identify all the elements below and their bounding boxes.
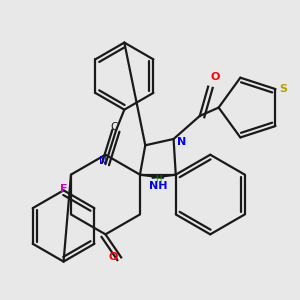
Text: O: O: [108, 252, 118, 262]
Text: F: F: [60, 184, 67, 194]
Text: N: N: [100, 156, 107, 166]
Text: NH: NH: [148, 182, 167, 191]
Text: S: S: [280, 84, 288, 94]
Text: N: N: [177, 137, 186, 147]
Text: O: O: [210, 72, 220, 82]
Text: H: H: [155, 175, 161, 184]
Text: C: C: [110, 122, 118, 132]
